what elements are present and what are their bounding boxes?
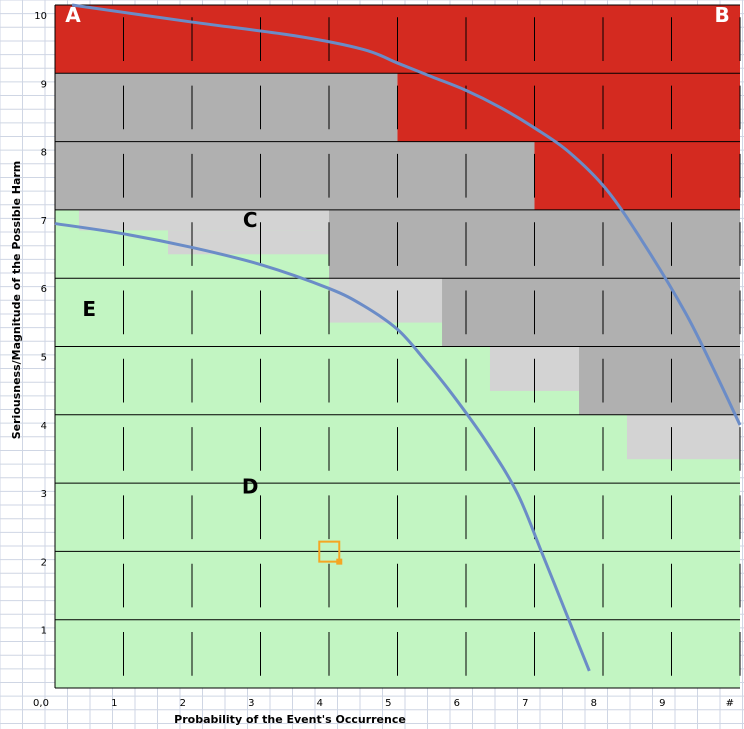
y-tick-label: 8 xyxy=(41,148,47,159)
y-axis-ticks: 1 2 3 4 5 6 7 8 9 10 xyxy=(34,11,47,637)
label-b: B xyxy=(714,3,729,27)
y-axis-title: Seriousness/Magnitude of the Possible Ha… xyxy=(10,161,23,440)
y-tick-label: 6 xyxy=(41,284,47,295)
y-tick-label: 2 xyxy=(41,557,47,568)
x-tick-label: 0,0 xyxy=(33,698,49,709)
region-dark-gray xyxy=(442,278,740,347)
region-dark-gray xyxy=(55,73,398,142)
y-tick-label: 4 xyxy=(41,421,47,432)
region-red xyxy=(534,141,740,210)
x-tick-label: 2 xyxy=(180,698,186,709)
y-tick-label: 5 xyxy=(41,353,47,364)
upper-boundary-curve xyxy=(71,3,742,426)
label-c: C xyxy=(243,208,258,232)
boundary-curves xyxy=(54,3,742,672)
region-light-gray xyxy=(168,230,329,255)
selection-box[interactable] xyxy=(318,540,341,563)
y-tick-label: 7 xyxy=(41,216,47,227)
cell-lines xyxy=(54,4,741,689)
x-tick-label: 5 xyxy=(385,698,391,709)
x-tick-label: 6 xyxy=(454,698,460,709)
region-dark-gray xyxy=(579,346,740,415)
x-tick-label: 7 xyxy=(522,698,528,709)
x-axis-ticks: 0,0 1 2 3 4 5 6 7 8 9 # xyxy=(33,698,734,709)
region-labels: A B C E D xyxy=(65,3,729,498)
region-light-gray xyxy=(626,414,740,460)
x-axis-title: Probability of the Event's Occurrence xyxy=(174,713,406,726)
label-e: E xyxy=(82,297,96,321)
x-tick-label: # xyxy=(726,698,734,709)
x-tick-label: 8 xyxy=(591,698,597,709)
x-tick-label: 1 xyxy=(111,698,117,709)
label-d: D xyxy=(242,474,259,498)
x-tick-label: 4 xyxy=(317,698,323,709)
region-light-gray xyxy=(329,278,443,323)
selection-handle[interactable] xyxy=(336,558,343,565)
y-tick-label: 10 xyxy=(34,11,47,22)
region-light-gray xyxy=(78,209,329,231)
x-tick-label: 9 xyxy=(659,698,665,709)
label-a: A xyxy=(65,3,81,27)
selection-marker[interactable] xyxy=(318,540,343,565)
y-tick-label: 9 xyxy=(41,79,47,90)
x-tick-label: 3 xyxy=(248,698,254,709)
y-tick-label: 3 xyxy=(41,489,47,500)
region-dark-gray xyxy=(55,141,535,210)
y-tick-label: 1 xyxy=(41,626,47,637)
lower-boundary-curve xyxy=(54,222,591,672)
